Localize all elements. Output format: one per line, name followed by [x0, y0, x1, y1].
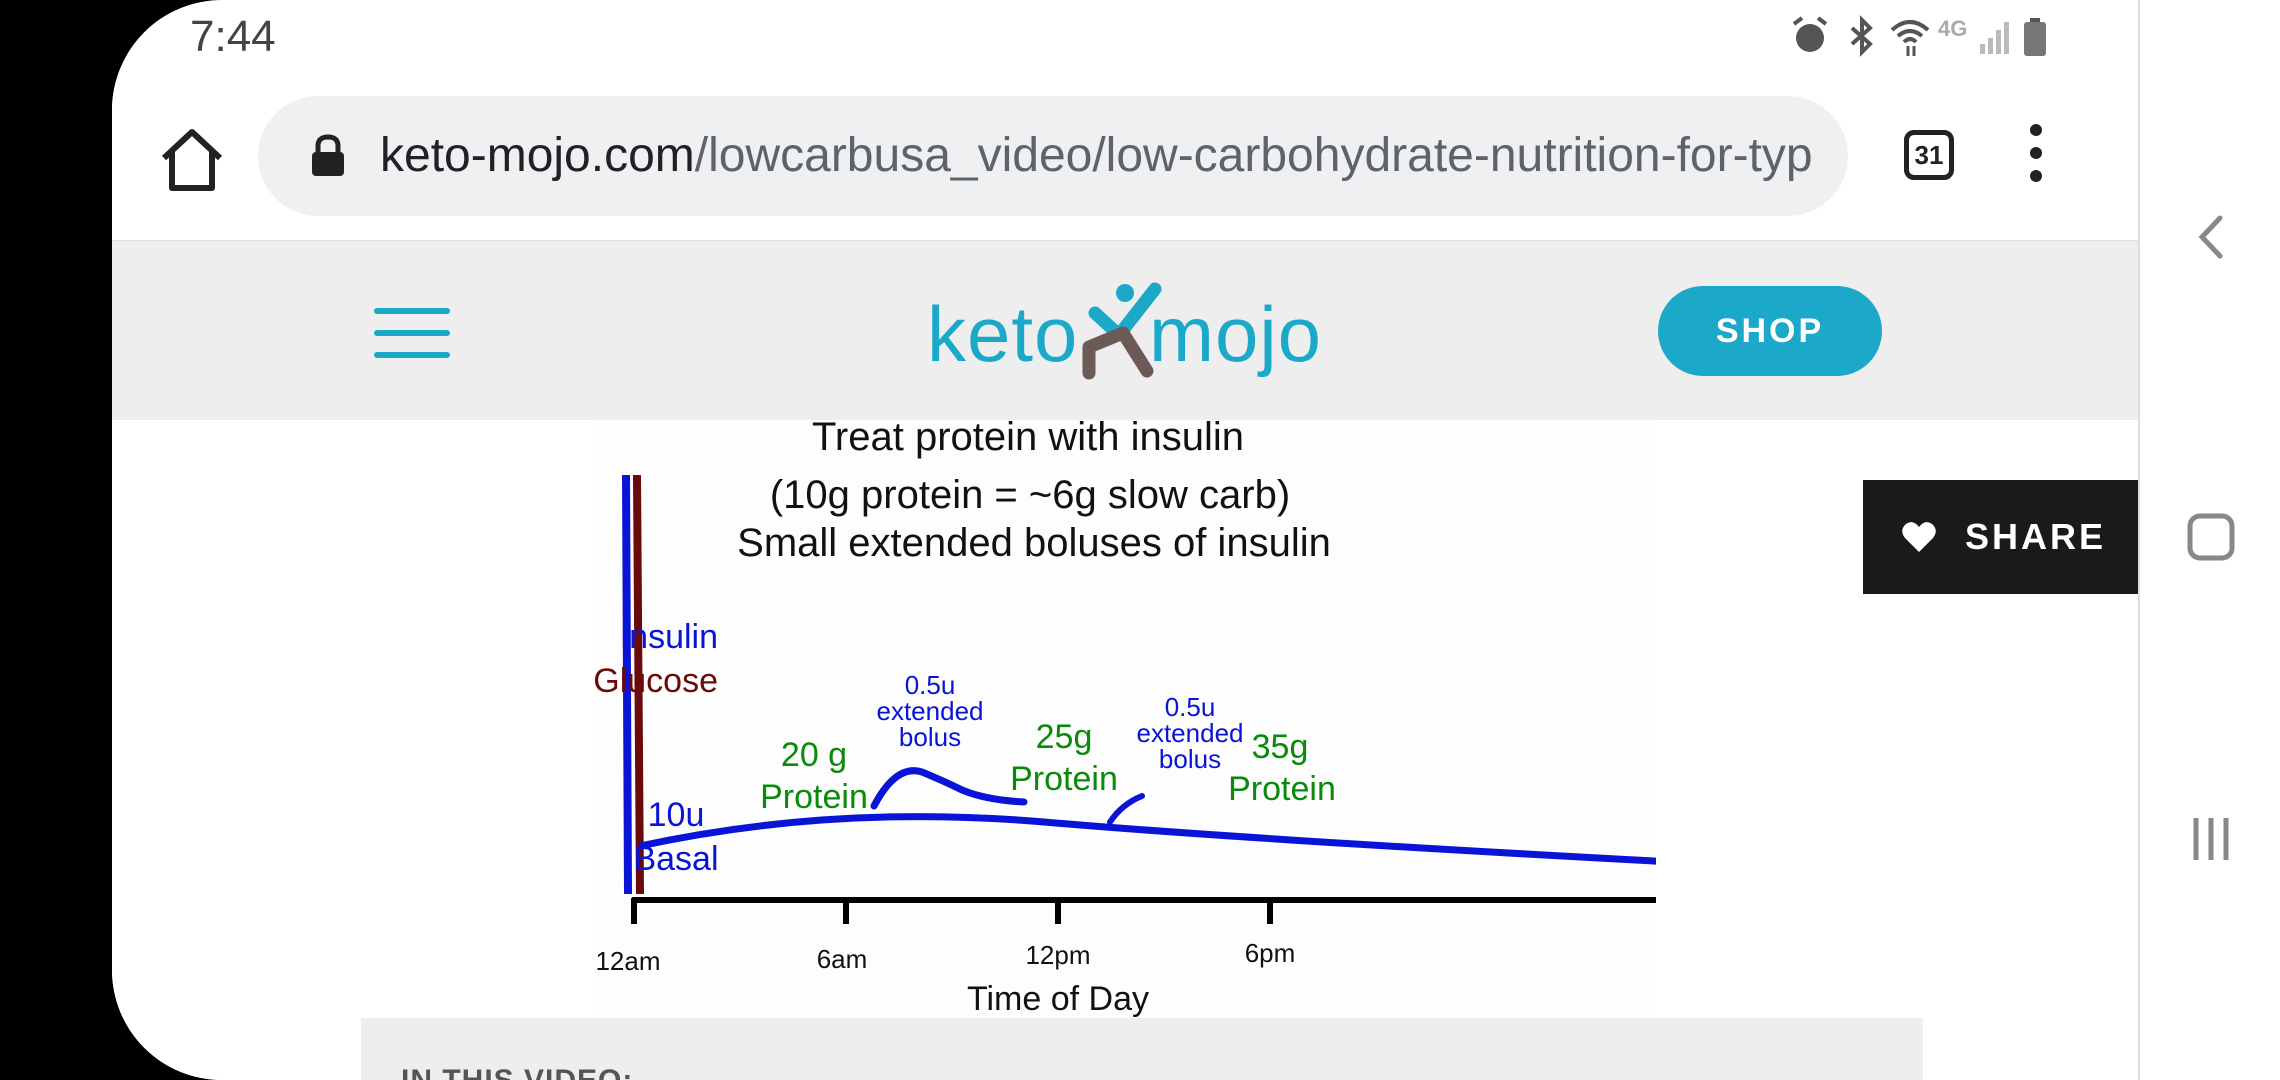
tab-switcher-button[interactable]: 31 [1904, 130, 1954, 180]
slide-title-line3: Small extended boluses of insulin [737, 521, 1331, 565]
meal2-label-line2: Protein [1010, 760, 1118, 798]
bolus1-label-line2: extended [877, 696, 984, 726]
share-button[interactable]: SHARE [1863, 480, 2138, 594]
meal1-label-line1: 20 g [781, 736, 847, 774]
meal1-label-line2: Protein [760, 778, 868, 816]
recent-apps-icon[interactable] [2186, 814, 2236, 864]
bolus2-stroke [1107, 793, 1145, 825]
system-navigation-bar [2138, 0, 2280, 1080]
in-this-video-heading: IN THIS VIDEO: [401, 1064, 633, 1080]
bolus2-label-line3: bolus [1159, 744, 1221, 774]
wifi-icon [1890, 20, 1930, 56]
basal-label-line1: 10u [648, 796, 705, 834]
url-domain: keto-mojo.com [380, 129, 695, 182]
bolus1-label-line3: bolus [899, 722, 961, 752]
x-axis-label: Time of Day [967, 980, 1149, 1018]
logo-text-left: keto [927, 290, 1079, 378]
logo-figure-icon [1082, 282, 1162, 380]
status-time: 7:44 [190, 12, 276, 61]
overflow-menu-icon[interactable] [2024, 124, 2048, 194]
heart-icon [1902, 522, 1936, 552]
bolus1-curve [870, 767, 1028, 810]
keto-mojo-logo[interactable]: keto mojo [927, 273, 1347, 383]
in-this-video-section: IN THIS VIDEO: [361, 1018, 1923, 1080]
x-tick-label-12am-start: 12am [595, 946, 660, 976]
home-nav-icon[interactable] [2186, 512, 2236, 562]
address-bar[interactable]: keto-mojo.com/lowcarbusa_video/low-carbo… [258, 96, 1848, 216]
bolus2-label-line2: extended [1137, 718, 1244, 748]
x-tick-label-6am: 6am [817, 944, 868, 974]
legend-glucose: Glucose [594, 662, 718, 700]
video-slide[interactable]: Treat protein with insulin (10g protein … [594, 420, 1656, 1020]
hamburger-menu-icon[interactable] [374, 308, 450, 364]
back-icon[interactable] [2186, 212, 2236, 262]
insulin-chart: Treat protein with insulin (10g protein … [594, 420, 1656, 1018]
basal-insulin-curve [639, 813, 1656, 865]
browser-toolbar: keto-mojo.com/lowcarbusa_video/low-carbo… [112, 80, 2138, 240]
url-path: /lowcarbusa_video/low-carbohydrate-nutri… [694, 129, 1813, 182]
shop-button[interactable]: SHOP [1658, 286, 1882, 376]
insulin-spike-line [622, 474, 632, 895]
logo-text-right: mojo [1149, 290, 1323, 378]
phone-screen: 7:44 4G keto-mojo.com/lowcarbu [112, 0, 2138, 1080]
glucose-spike-line [633, 474, 644, 895]
share-label: SHARE [1965, 516, 2107, 557]
bolus1-label-line1: 0.5u [905, 670, 956, 700]
alarm-icon [1792, 16, 1828, 52]
meal3-label-line1: 35g [1252, 728, 1309, 766]
site-header: keto mojo SHOP [112, 240, 2138, 421]
x-tick-label-6pm: 6pm [1245, 938, 1296, 968]
bluetooth-icon [1850, 15, 1873, 57]
meal3-label-line2: Protein [1228, 770, 1336, 808]
slide-title-line1: Treat protein with insulin [812, 420, 1244, 459]
x-tick-label-12pm: 12pm [1025, 940, 1090, 970]
signal-icon [1980, 22, 2009, 54]
url-text[interactable]: keto-mojo.com/lowcarbusa_video/low-carbo… [380, 124, 1830, 188]
home-icon[interactable] [152, 120, 232, 200]
status-bar: 7:44 4G [112, 0, 2138, 80]
lock-icon [312, 134, 344, 176]
meal2-label-line1: 25g [1036, 718, 1093, 756]
page-content: Treat protein with insulin (10g protein … [112, 420, 2138, 1080]
network-type-label: 4G [1938, 16, 1968, 41]
legend-insulin: Insulin [620, 618, 718, 656]
bolus2-label-line1: 0.5u [1165, 692, 1216, 722]
slide-title-line2: (10g protein = ~6g slow carb) [770, 473, 1290, 517]
battery-icon [2024, 18, 2046, 56]
